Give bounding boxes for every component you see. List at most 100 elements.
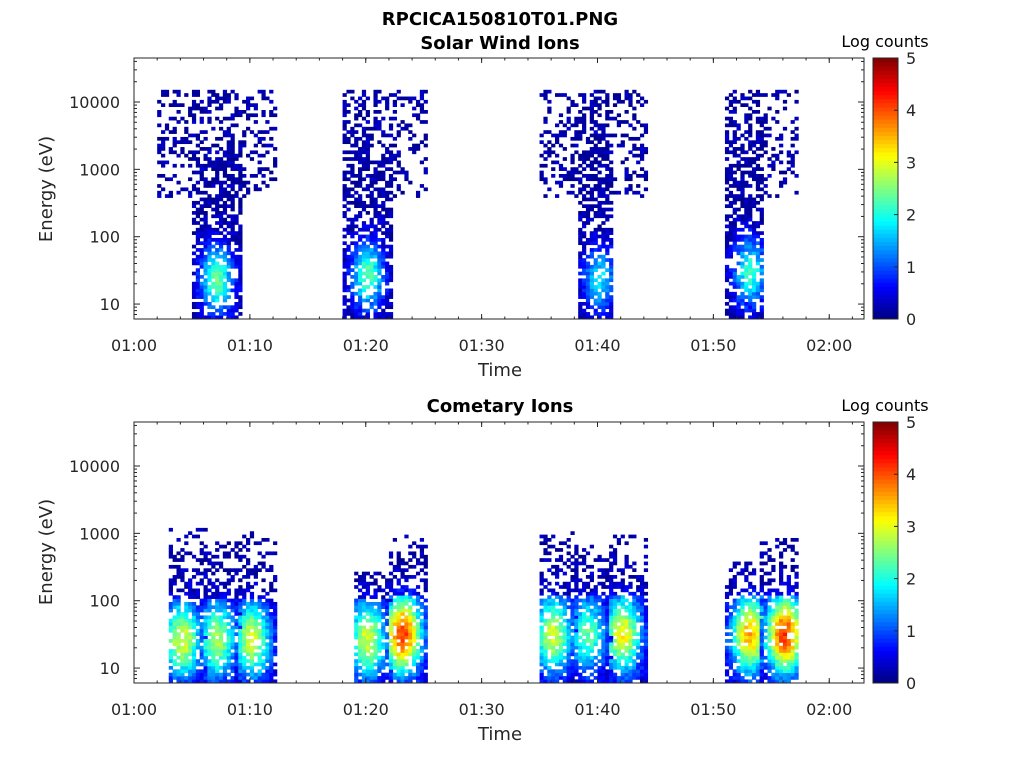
spectrogram-cell (400, 639, 405, 643)
spectrogram-cell (246, 622, 251, 626)
spectrogram-cell (585, 601, 591, 606)
spectrogram-cell (168, 150, 173, 155)
spectrogram-cell (191, 642, 197, 647)
spectrogram-cell (176, 608, 181, 613)
spectrogram-cell (222, 669, 228, 674)
spectrogram-cell (605, 571, 610, 576)
spectrogram-cell (365, 147, 370, 151)
spectrogram-cell (242, 659, 247, 663)
spectrogram-cell (207, 204, 212, 209)
spectrogram-cell (346, 298, 351, 303)
spectrogram-cell (605, 173, 610, 178)
spectrogram-cell (612, 133, 618, 138)
spectrogram-cell (419, 622, 425, 626)
spectrogram-cell (748, 96, 753, 101)
spectrogram-cell (597, 207, 602, 212)
spectrogram-cell (191, 605, 197, 610)
spectrogram-cell (740, 173, 745, 178)
spectrogram-cell (218, 126, 224, 131)
spectrogram-cell (740, 200, 745, 205)
spectrogram-cell (728, 295, 734, 299)
spectrogram-cell (582, 642, 587, 647)
spectrogram-cell (230, 136, 235, 141)
spectrogram-cell (369, 275, 374, 279)
spectrogram-cell (249, 672, 255, 677)
spectrogram-cell (412, 591, 417, 596)
spectrogram-cell (381, 676, 386, 680)
spectrogram-cell (589, 278, 594, 283)
spectrogram-cell (203, 635, 208, 640)
spectrogram-cell (639, 659, 645, 663)
spectrogram-cell (226, 622, 231, 626)
spectrogram-cell (558, 554, 564, 559)
spectrogram-cell (211, 665, 216, 670)
spectrogram-cell (744, 258, 749, 262)
spectrogram-cell (593, 99, 598, 104)
spectrogram-cell (582, 96, 587, 101)
spectrogram-cell (261, 649, 266, 653)
spectrogram-cell (601, 308, 606, 313)
spectrogram-cell (168, 601, 173, 606)
spectrogram-cell (350, 167, 355, 171)
spectrogram-cell (218, 211, 224, 215)
spectrogram-cell (585, 628, 591, 633)
spectrogram-cell (636, 595, 641, 599)
spectrogram-cell (199, 241, 204, 246)
spectrogram-cell (257, 541, 262, 546)
spectrogram-cell (218, 281, 224, 286)
spectrogram-cell (740, 315, 745, 320)
spectrogram-cell (582, 615, 587, 620)
spectrogram-cell (751, 662, 757, 667)
spectrogram-cell (755, 315, 761, 320)
spectrogram-cell (582, 581, 587, 586)
spectrogram-cell (740, 197, 745, 202)
spectrogram-cell (203, 271, 208, 276)
spectrogram-cell (385, 184, 390, 188)
spectrogram-cell (369, 305, 374, 310)
spectrogram-cell (361, 278, 367, 283)
spectrogram-cell (199, 275, 204, 279)
spectrogram-cell (585, 639, 591, 643)
spectrogram-cell (748, 163, 753, 168)
spectrogram-cell (358, 581, 363, 586)
spectrogram-cell (724, 625, 730, 630)
x-tick-label: 01:40 (574, 336, 620, 355)
spectrogram-cell (211, 612, 216, 616)
spectrogram-cell (624, 655, 629, 660)
spectrogram-cell (203, 632, 208, 636)
spectrogram-cell (585, 585, 591, 589)
spectrogram-cell (597, 254, 602, 259)
spectrogram-cell (794, 126, 799, 131)
spectrogram-cell (740, 308, 745, 313)
spectrogram-cell (570, 190, 575, 195)
spectrogram-cell (361, 635, 367, 640)
spectrogram-cell (253, 187, 258, 192)
spectrogram-cell (168, 676, 173, 680)
spectrogram-cell (180, 615, 185, 620)
spectrogram-cell (184, 659, 189, 663)
spectrogram-cell (562, 133, 567, 138)
spectrogram-cell (377, 170, 382, 175)
spectrogram-cell (381, 160, 386, 165)
spectrogram-cell (385, 622, 390, 626)
spectrogram-cell (238, 170, 243, 175)
spectrogram-cell (358, 595, 363, 599)
spectrogram-cell (226, 275, 231, 279)
spectrogram-cell (601, 301, 606, 306)
spectrogram-cell (373, 214, 378, 219)
spectrogram-cell (188, 157, 193, 161)
spectrogram-cell (246, 190, 251, 195)
spectrogram-cell (257, 187, 262, 192)
spectrogram-cell (643, 147, 649, 151)
spectrogram-cell (624, 649, 629, 653)
spectrogram-cell (358, 665, 363, 670)
spectrogram-cell (342, 298, 347, 303)
spectrogram-cell (226, 642, 231, 647)
spectrogram-cell (558, 652, 564, 657)
spectrogram-cell (628, 99, 633, 104)
spectrogram-cell (358, 254, 363, 259)
spectrogram-cell (558, 601, 564, 606)
spectrogram-cell (191, 315, 197, 320)
spectrogram-cell (377, 254, 382, 259)
spectrogram-cell (732, 234, 737, 239)
